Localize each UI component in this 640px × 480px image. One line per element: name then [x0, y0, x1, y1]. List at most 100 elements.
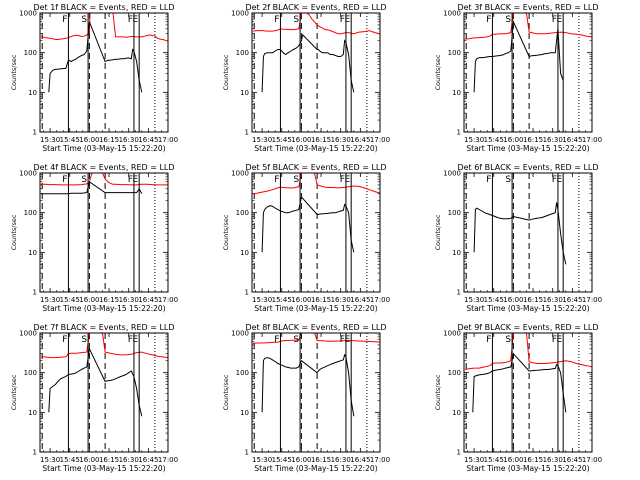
- y-tick-label: 100: [448, 209, 461, 217]
- y-tick-label: 10: [452, 89, 461, 97]
- x-tick-label: 16:15: [311, 456, 331, 464]
- x-tick-label: 17:00: [370, 296, 390, 304]
- panel-title: Det 2f BLACK = Events, RED = LLD: [245, 3, 386, 12]
- x-tick-label: 15:45: [484, 136, 504, 144]
- x-tick-label: 16:00: [79, 296, 99, 304]
- detector-panel-6: Det 6f BLACK = Events, RED = LLD 1 10 100 10…: [434, 163, 602, 313]
- marker-label: F: [486, 15, 491, 25]
- marker-label: S: [293, 175, 299, 185]
- y-tick-label: 1000: [443, 10, 461, 18]
- x-tick-label: 16:45: [138, 456, 158, 464]
- detector-panel-5: Det 5f BLACK = Events, RED = LLD 1 10 100 10…: [222, 163, 390, 313]
- x-tick-label: 16:00: [291, 456, 311, 464]
- x-tick-label: 16:15: [99, 296, 119, 304]
- marker-label: S: [81, 175, 87, 185]
- marker-label: F: [274, 175, 279, 185]
- x-tick-label: 16:00: [503, 136, 523, 144]
- marker-label: S: [81, 335, 87, 345]
- y-axis-label: Counts/sec: [10, 54, 18, 90]
- x-tick-label: 16:30: [331, 296, 351, 304]
- x-tick-label: 15:45: [60, 456, 80, 464]
- x-axis-label: Start Time (03-May-15 15:22:20): [466, 304, 589, 313]
- events-series-line: [472, 352, 567, 413]
- events-series-line: [48, 21, 143, 93]
- y-tick-label: 100: [236, 49, 249, 57]
- detector-panel-1: Det 1f BLACK = Events, RED = LLD 1 10 100 10…: [10, 3, 178, 153]
- y-tick-label: 100: [448, 49, 461, 57]
- y-tick-label: 10: [240, 89, 249, 97]
- lld-series-line: [252, 13, 380, 35]
- x-tick-label: 16:30: [119, 136, 139, 144]
- y-tick-label: 1: [245, 289, 249, 297]
- x-tick-label: 15:45: [272, 296, 292, 304]
- marker-label: E: [344, 175, 350, 185]
- y-tick-label: 100: [24, 209, 37, 217]
- x-tick-label: 16:30: [119, 296, 139, 304]
- panel-title: Det 6f BLACK = Events, RED = LLD: [457, 163, 598, 172]
- x-axis-label: Start Time (03-May-15 15:22:20): [466, 144, 589, 153]
- marker-label: S: [505, 175, 511, 185]
- x-tick-label: 16:30: [543, 136, 563, 144]
- x-tick-label: 16:15: [523, 456, 543, 464]
- events-series-line: [261, 33, 355, 93]
- y-tick-label: 10: [452, 409, 461, 417]
- y-tick-label: 10: [28, 409, 37, 417]
- x-tick-label: 16:15: [523, 136, 543, 144]
- x-tick-label: 16:45: [138, 136, 158, 144]
- marker-label: F: [552, 15, 557, 25]
- y-tick-label: 1: [33, 289, 37, 297]
- panel-title: Det 9f BLACK = Events, RED = LLD: [457, 323, 598, 332]
- x-tick-label: 17:00: [158, 136, 178, 144]
- y-tick-label: 10: [28, 249, 37, 257]
- marker-label: F: [486, 335, 491, 345]
- lld-series-line: [252, 333, 380, 344]
- y-axis-label: Counts/sec: [10, 214, 18, 250]
- plot-frame: [39, 172, 169, 293]
- marker-label: S: [505, 335, 511, 345]
- plot-frame: [251, 172, 381, 293]
- marker-label: S: [505, 15, 511, 25]
- x-tick-label: 16:45: [562, 136, 582, 144]
- detector-panel-4: Det 4f BLACK = Events, RED = LLD 1 10 100 10…: [10, 163, 178, 313]
- y-tick-label: 100: [24, 49, 37, 57]
- detector-panel-2: Det 2f BLACK = Events, RED = LLD 1 10 100 10…: [222, 3, 390, 153]
- marker-label: F: [128, 15, 133, 25]
- panel-title: Det 1f BLACK = Events, RED = LLD: [33, 3, 174, 12]
- panel-title: Det 4f BLACK = Events, RED = LLD: [33, 163, 174, 172]
- x-axis-label: Start Time (03-May-15 15:22:20): [42, 144, 165, 153]
- plot-frame: [39, 332, 169, 453]
- y-tick-label: 1000: [19, 170, 37, 178]
- x-tick-label: 15:30: [464, 296, 484, 304]
- marker-label: F: [340, 335, 345, 345]
- x-tick-label: 17:00: [158, 456, 178, 464]
- x-tick-label: 15:45: [272, 136, 292, 144]
- panel-title: Det 7f BLACK = Events, RED = LLD: [33, 323, 174, 332]
- lld-series-line: [464, 13, 592, 40]
- y-tick-label: 1000: [231, 330, 249, 338]
- marker-label: F: [128, 335, 133, 345]
- marker-label: E: [132, 175, 138, 185]
- lld-series-line: [464, 333, 592, 370]
- y-tick-label: 1000: [231, 10, 249, 18]
- x-tick-label: 16:15: [311, 296, 331, 304]
- panel-title: Det 5f BLACK = Events, RED = LLD: [245, 163, 386, 172]
- lld-series-line: [40, 173, 168, 186]
- x-tick-label: 16:45: [562, 456, 582, 464]
- y-tick-label: 1000: [19, 10, 37, 18]
- marker-label: E: [556, 15, 562, 25]
- y-tick-label: 10: [240, 249, 249, 257]
- x-tick-label: 17:00: [370, 136, 390, 144]
- x-tick-label: 17:00: [370, 456, 390, 464]
- y-tick-label: 1: [33, 129, 37, 137]
- x-axis-label: Start Time (03-May-15 15:22:20): [254, 304, 377, 313]
- marker-label: F: [486, 175, 491, 185]
- events-series-line: [473, 19, 564, 93]
- y-tick-label: 1000: [443, 170, 461, 178]
- x-tick-label: 17:00: [158, 296, 178, 304]
- x-tick-label: 16:15: [99, 456, 119, 464]
- y-tick-label: 1: [245, 129, 249, 137]
- plot-frame: [251, 12, 381, 133]
- x-tick-label: 15:45: [272, 456, 292, 464]
- plot-frame: [39, 12, 169, 133]
